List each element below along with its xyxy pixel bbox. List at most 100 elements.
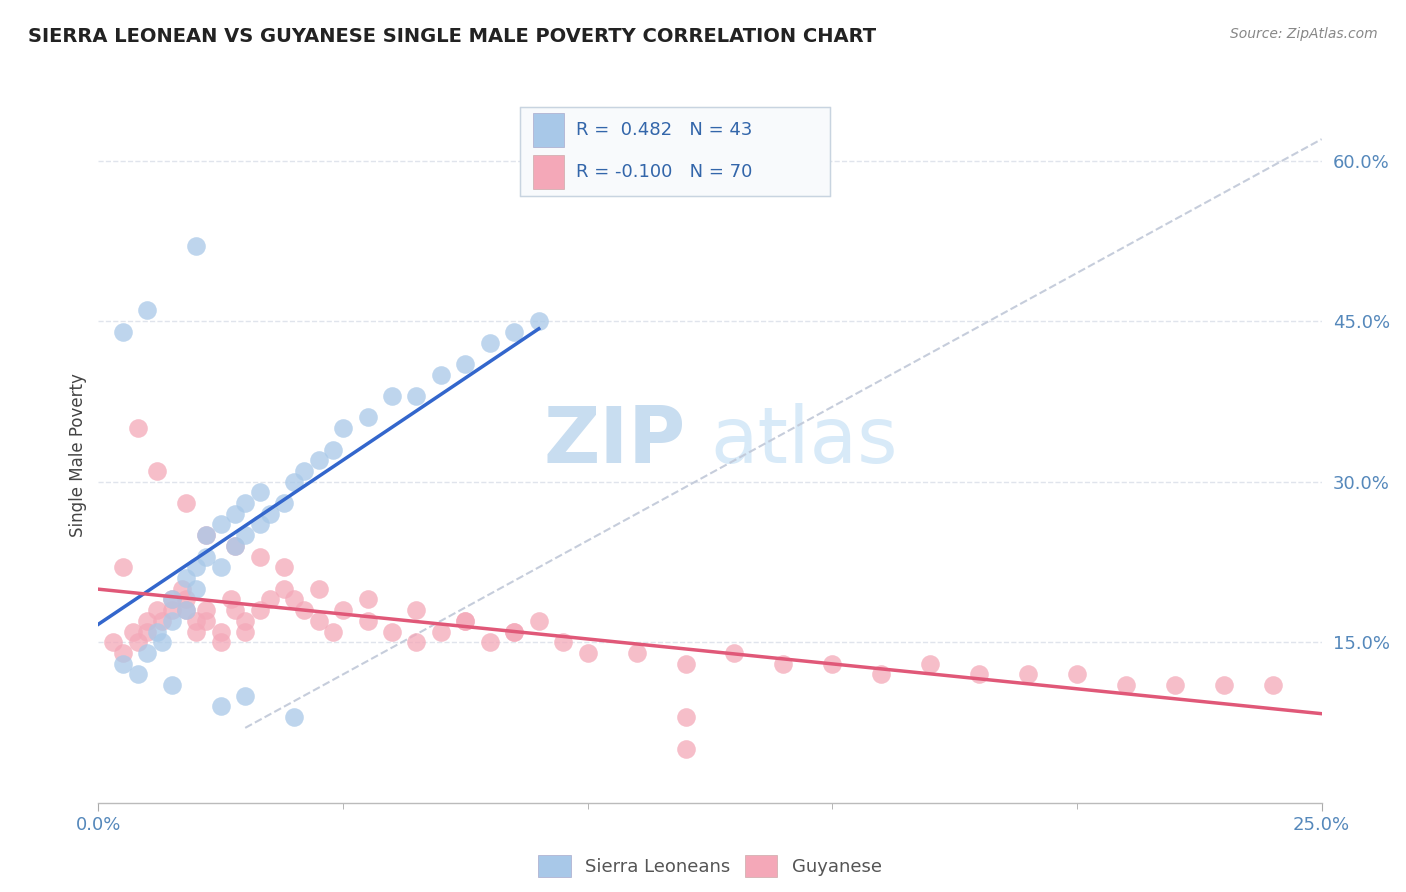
- Point: [101, 635, 124, 649]
- Point: [454, 614, 477, 628]
- Point: [273, 496, 295, 510]
- Point: [332, 421, 354, 435]
- Point: [920, 657, 942, 671]
- Point: [186, 624, 208, 639]
- Point: [322, 624, 344, 639]
- Point: [1164, 678, 1187, 692]
- Point: [186, 560, 208, 574]
- Point: [176, 571, 198, 585]
- Point: [405, 389, 427, 403]
- Point: [146, 624, 169, 639]
- Point: [176, 603, 198, 617]
- Point: [170, 582, 193, 596]
- Point: [723, 646, 745, 660]
- Point: [195, 603, 218, 617]
- Point: [283, 592, 305, 607]
- Point: [454, 614, 477, 628]
- Point: [186, 239, 208, 253]
- Point: [150, 635, 173, 649]
- Point: [136, 614, 159, 628]
- Point: [136, 646, 159, 660]
- Point: [283, 710, 305, 724]
- Point: [503, 624, 526, 639]
- Point: [146, 464, 169, 478]
- Point: [1261, 678, 1284, 692]
- Point: [675, 710, 697, 724]
- Point: [273, 560, 295, 574]
- Point: [1066, 667, 1088, 681]
- Point: [224, 507, 246, 521]
- Point: [209, 635, 232, 649]
- Text: atlas: atlas: [710, 403, 897, 479]
- Point: [111, 560, 134, 574]
- Point: [233, 496, 256, 510]
- Point: [356, 592, 378, 607]
- Point: [273, 582, 295, 596]
- Point: [195, 528, 218, 542]
- Point: [249, 517, 271, 532]
- Point: [478, 335, 501, 350]
- Point: [454, 357, 477, 371]
- Y-axis label: Single Male Poverty: Single Male Poverty: [69, 373, 87, 537]
- Point: [553, 635, 575, 649]
- Point: [195, 614, 218, 628]
- Point: [381, 624, 404, 639]
- Point: [127, 667, 149, 681]
- Point: [127, 421, 149, 435]
- Bar: [533, 155, 564, 189]
- Point: [967, 667, 990, 681]
- Point: [233, 528, 256, 542]
- Point: [160, 592, 183, 607]
- Point: [127, 635, 149, 649]
- Point: [308, 614, 330, 628]
- Bar: [533, 113, 564, 147]
- Point: [160, 614, 183, 628]
- Point: [821, 657, 844, 671]
- Point: [1115, 678, 1137, 692]
- Point: [503, 325, 526, 339]
- Point: [430, 624, 453, 639]
- Point: [186, 614, 208, 628]
- Point: [405, 635, 427, 649]
- Point: [160, 678, 183, 692]
- Point: [233, 689, 256, 703]
- Point: [176, 603, 198, 617]
- Point: [209, 560, 232, 574]
- Point: [219, 592, 242, 607]
- Point: [121, 624, 143, 639]
- Point: [675, 742, 697, 756]
- Point: [146, 603, 169, 617]
- Point: [332, 603, 354, 617]
- Point: [209, 624, 232, 639]
- Point: [249, 603, 271, 617]
- Point: [233, 624, 256, 639]
- Point: [772, 657, 794, 671]
- Point: [675, 657, 697, 671]
- Text: SIERRA LEONEAN VS GUYANESE SINGLE MALE POVERTY CORRELATION CHART: SIERRA LEONEAN VS GUYANESE SINGLE MALE P…: [28, 27, 876, 45]
- Point: [322, 442, 344, 457]
- Point: [111, 657, 134, 671]
- Point: [160, 592, 183, 607]
- Point: [430, 368, 453, 382]
- Point: [259, 592, 281, 607]
- Point: [195, 528, 218, 542]
- Point: [209, 517, 232, 532]
- Text: R = -0.100   N = 70: R = -0.100 N = 70: [576, 163, 752, 181]
- Point: [626, 646, 648, 660]
- Point: [176, 592, 198, 607]
- Point: [308, 453, 330, 467]
- Point: [136, 624, 159, 639]
- Legend: Sierra Leoneans, Guyanese: Sierra Leoneans, Guyanese: [531, 847, 889, 884]
- Point: [160, 603, 183, 617]
- Point: [224, 539, 246, 553]
- Point: [111, 646, 134, 660]
- Point: [356, 410, 378, 425]
- Point: [870, 667, 893, 681]
- Point: [136, 303, 159, 318]
- Point: [249, 549, 271, 564]
- Point: [233, 614, 256, 628]
- Point: [283, 475, 305, 489]
- Point: [224, 539, 246, 553]
- Point: [308, 582, 330, 596]
- Point: [356, 614, 378, 628]
